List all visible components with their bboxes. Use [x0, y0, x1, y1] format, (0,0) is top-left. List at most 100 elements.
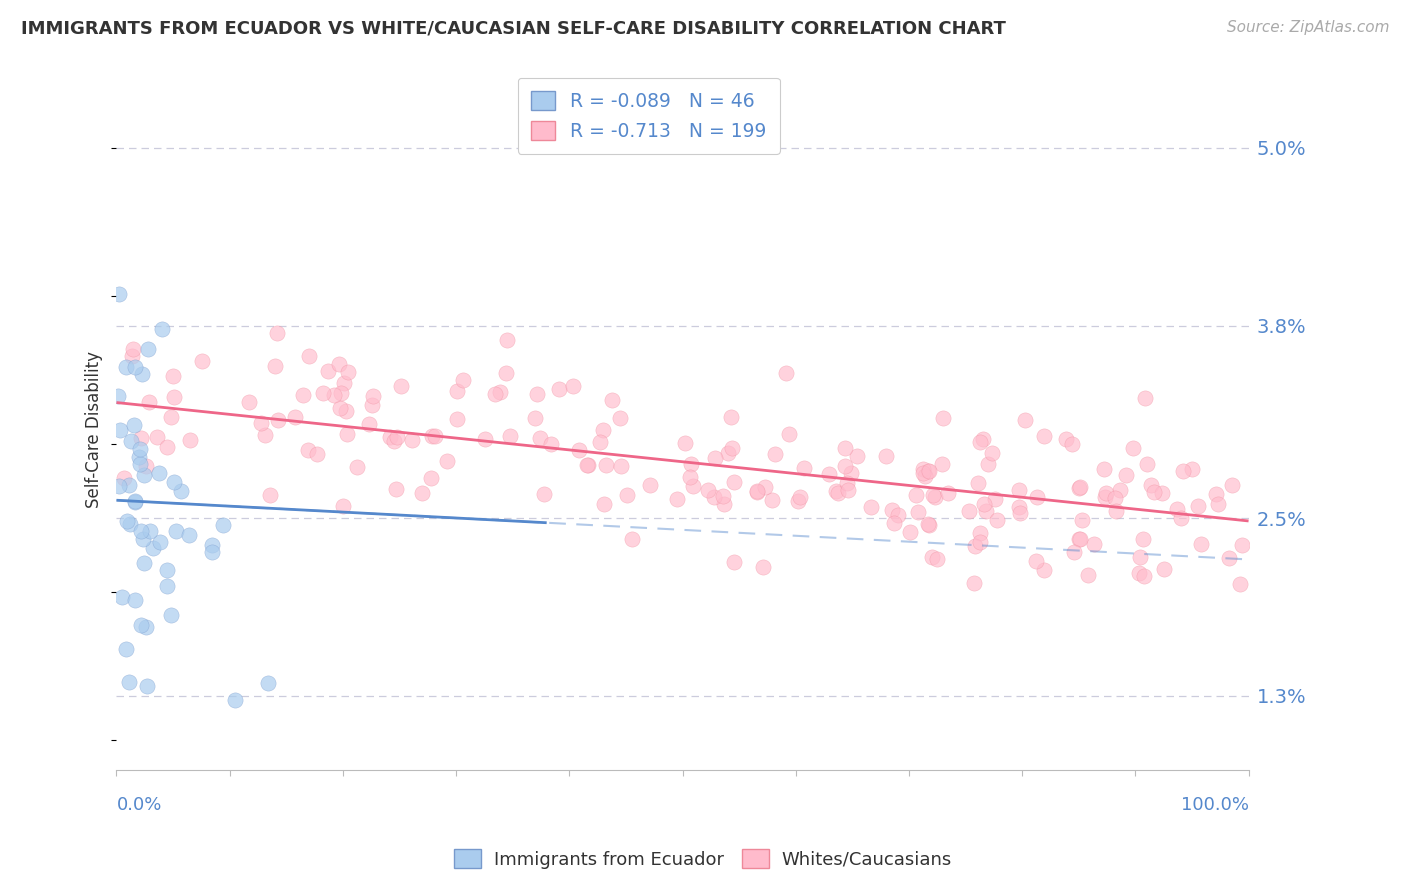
Point: [163, 390, 186, 404]
Point: [703, 490, 725, 504]
Point: [720, 409, 742, 424]
Point: [932, 411, 955, 425]
Point: [1077, 568, 1099, 582]
Point: [957, 504, 980, 518]
Point: [166, 524, 188, 538]
Point: [775, 366, 797, 380]
Point: [588, 434, 610, 449]
Point: [835, 476, 858, 491]
Point: [160, 607, 183, 622]
Point: [696, 483, 718, 498]
Point: [907, 505, 929, 519]
Point: [673, 435, 696, 450]
Point: [1025, 554, 1047, 568]
Point: [616, 488, 638, 502]
Point: [898, 525, 921, 540]
Point: [177, 528, 200, 542]
Point: [875, 450, 897, 464]
Point: [446, 411, 468, 425]
Legend: R = -0.089   N = 46, R = -0.713   N = 199: R = -0.089 N = 46, R = -0.713 N = 199: [517, 78, 779, 154]
Point: [201, 538, 224, 552]
Point: [1008, 506, 1031, 520]
Point: [980, 446, 1002, 460]
Point: [859, 500, 882, 515]
Point: [834, 441, 856, 455]
Point: [837, 483, 859, 497]
Point: [562, 379, 585, 393]
Point: [595, 458, 617, 472]
Point: [132, 468, 155, 483]
Point: [965, 539, 987, 553]
Point: [1218, 550, 1240, 565]
Point: [609, 410, 631, 425]
Point: [593, 497, 616, 511]
Point: [322, 388, 344, 402]
Point: [135, 620, 157, 634]
Point: [332, 500, 354, 514]
Point: [1008, 500, 1031, 515]
Point: [360, 398, 382, 412]
Point: [529, 431, 551, 445]
Point: [969, 535, 991, 549]
Point: [1025, 490, 1047, 504]
Point: [159, 409, 181, 424]
Point: [264, 359, 287, 374]
Point: [825, 484, 848, 499]
Point: [789, 490, 811, 504]
Legend: Immigrants from Ecuador, Whites/Caucasians: Immigrants from Ecuador, Whites/Caucasia…: [447, 842, 959, 876]
Point: [723, 555, 745, 569]
Point: [977, 458, 1000, 472]
Point: [1062, 436, 1084, 450]
Point: [845, 449, 868, 463]
Point: [292, 387, 315, 401]
Point: [484, 387, 506, 401]
Point: [336, 426, 359, 441]
Point: [425, 428, 447, 442]
Point: [336, 365, 359, 379]
Point: [682, 478, 704, 492]
Point: [162, 369, 184, 384]
Point: [911, 462, 934, 476]
Point: [827, 485, 849, 500]
Point: [1129, 550, 1152, 565]
Point: [751, 559, 773, 574]
Point: [254, 428, 277, 442]
Point: [610, 459, 633, 474]
Point: [817, 467, 839, 482]
Point: [1008, 483, 1031, 497]
Point: [115, 514, 138, 528]
Point: [523, 410, 546, 425]
Point: [238, 394, 260, 409]
Point: [436, 454, 458, 468]
Point: [973, 497, 995, 511]
Point: [1133, 568, 1156, 582]
Point: [1187, 499, 1209, 513]
Point: [124, 359, 146, 374]
Point: [1067, 481, 1090, 495]
Point: [124, 494, 146, 508]
Point: [256, 676, 278, 690]
Point: [972, 433, 994, 447]
Point: [787, 493, 810, 508]
Point: [1014, 413, 1036, 427]
Point: [1166, 502, 1188, 516]
Point: [200, 545, 222, 559]
Point: [931, 457, 953, 471]
Point: [576, 458, 599, 472]
Point: [312, 386, 335, 401]
Point: [1092, 461, 1115, 475]
Point: [211, 518, 233, 533]
Point: [131, 367, 153, 381]
Point: [297, 442, 319, 457]
Point: [259, 488, 281, 502]
Point: [149, 534, 172, 549]
Point: [489, 384, 512, 399]
Point: [108, 287, 131, 301]
Point: [886, 508, 908, 523]
Point: [666, 492, 689, 507]
Point: [1229, 577, 1251, 591]
Point: [124, 495, 146, 509]
Point: [132, 532, 155, 546]
Point: [1067, 532, 1090, 546]
Point: [108, 423, 131, 437]
